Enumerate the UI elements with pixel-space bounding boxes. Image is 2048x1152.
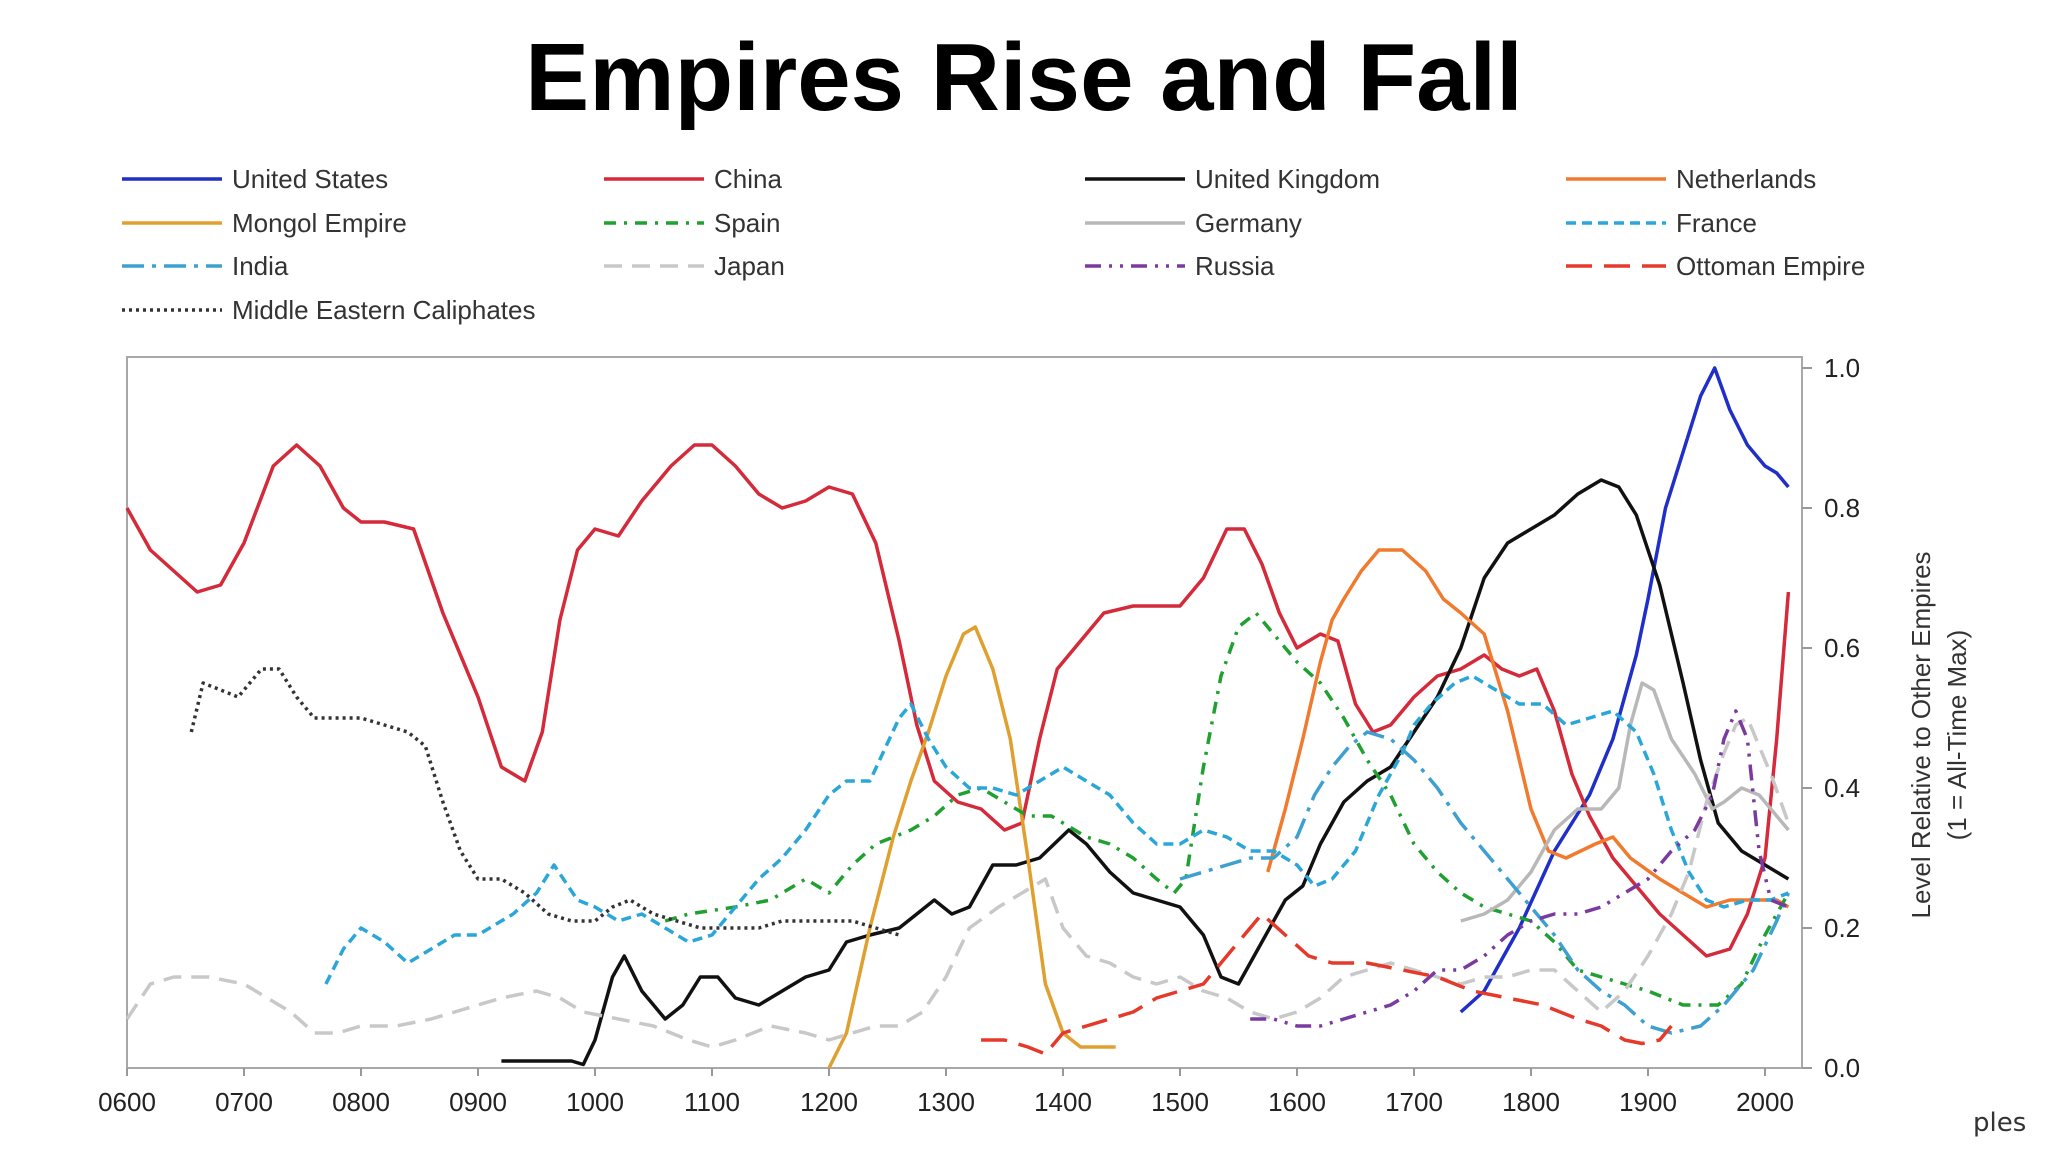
series-line-china	[125, 443, 1791, 958]
y-tick-label: 0.6	[1824, 633, 1860, 663]
x-tick-label: 1900	[1619, 1087, 1677, 1117]
series-line-germany	[1460, 681, 1790, 923]
y-tick-label: 0.2	[1824, 913, 1860, 943]
series-line-france	[324, 674, 1790, 985]
legend: United States China United Kingdom Netherla…	[122, 164, 1865, 325]
legend-label: India	[232, 251, 289, 281]
series-line-united-kingdom	[501, 478, 1790, 1067]
series-line-ottoman-empire	[981, 912, 1673, 1056]
y-tick-label: 0.4	[1824, 773, 1860, 803]
series-line-russia	[1250, 709, 1790, 1028]
legend-label: Germany	[1195, 208, 1302, 238]
series-line-spain	[664, 611, 1790, 1007]
series-line-netherlands	[1266, 548, 1790, 909]
y-tick-label: 1.0	[1824, 353, 1860, 383]
series-line-japan	[125, 716, 1791, 1049]
legend-label: France	[1676, 208, 1757, 238]
x-tick-label: 0900	[449, 1087, 507, 1117]
x-tick-label: 2000	[1736, 1087, 1794, 1117]
x-tick-label: 1400	[1034, 1087, 1092, 1117]
series-layer	[125, 366, 1791, 1069]
series-line-india	[1179, 730, 1791, 1035]
y-tick-label: 0.0	[1824, 1053, 1860, 1083]
x-tick-label: 1700	[1385, 1087, 1443, 1117]
x-tick-label: 1100	[684, 1087, 740, 1117]
legend-label: China	[714, 164, 782, 194]
y-axis-label: Level Relative to Other Empires (1 = All…	[1906, 551, 1972, 918]
legend-label: Middle Eastern Caliphates	[232, 295, 536, 325]
x-tick-label: 0800	[332, 1087, 390, 1117]
y-axis-label-line2: (1 = All-Time Max)	[1942, 630, 1972, 841]
legend-label: Spain	[714, 208, 781, 238]
y-tick-label: 0.8	[1824, 493, 1860, 523]
series-line-united-states	[1459, 366, 1790, 1014]
x-tick-label: 1500	[1151, 1087, 1209, 1117]
x-tick-label: 0700	[215, 1087, 273, 1117]
series-line-mongol-empire	[827, 625, 1116, 1069]
x-tick-label: 1300	[917, 1087, 975, 1117]
x-tick-label: 1200	[800, 1087, 858, 1117]
legend-label: United States	[232, 164, 388, 194]
cropped-text: ples	[1973, 1108, 2027, 1138]
plot-area	[126, 356, 1803, 1069]
x-tick-label: 1000	[566, 1087, 624, 1117]
chart-title: Empires Rise and Fall	[525, 24, 1523, 131]
legend-label: United Kingdom	[1195, 164, 1380, 194]
legend-label: Mongol Empire	[232, 208, 407, 238]
x-tick-label: 1600	[1268, 1087, 1326, 1117]
legend-label: Japan	[714, 251, 785, 281]
legend-label: Russia	[1195, 251, 1275, 281]
legend-label: Ottoman Empire	[1676, 251, 1865, 281]
y-axis-label-line1: Level Relative to Other Empires	[1906, 551, 1936, 918]
x-tick-label: 1800	[1502, 1087, 1560, 1117]
legend-label: Netherlands	[1676, 164, 1816, 194]
x-tick-label: 0600	[98, 1087, 156, 1117]
axes: 0600 0700 0800 0900 1000 1100 1200 1300 1400 1500…	[98, 353, 1860, 1117]
